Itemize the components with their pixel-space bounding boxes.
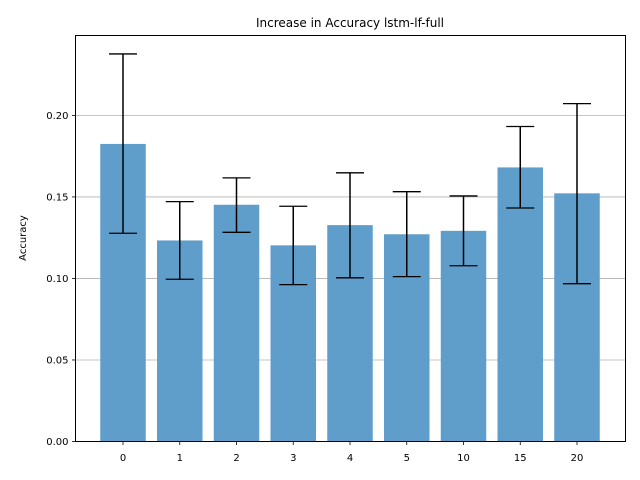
y-tick-label: 0.20 [46,111,68,122]
x-tick-label: 2 [233,453,239,464]
x-tick-label: 15 [514,453,527,464]
x-tick-label: 4 [347,453,353,464]
chart-title: Increase in Accuracy lstm-lf-full [256,16,444,30]
y-axis-label: Accuracy [18,215,29,261]
y-tick-label: 0.00 [46,437,68,448]
plot-frame [75,35,626,442]
x-tick-label: 20 [571,453,584,464]
y-axis-ticks: 0.00 0.05 0.10 0.15 0.20 [46,111,76,448]
x-tick-label: 1 [177,453,183,464]
error-bars [109,53,591,286]
y-tick-label: 0.15 [46,193,68,204]
x-tick-label: 5 [404,453,410,464]
x-axis-ticks: 0 1 2 3 4 5 10 15 20 [120,441,584,464]
x-tick-label: 0 [120,453,126,464]
bar-2 [213,204,260,442]
x-tick-label: 10 [457,453,470,464]
bar-15 [497,167,543,442]
y-tick-label: 0.10 [46,274,68,285]
x-tick-label: 3 [290,453,296,464]
y-tick-label: 0.05 [46,356,68,367]
